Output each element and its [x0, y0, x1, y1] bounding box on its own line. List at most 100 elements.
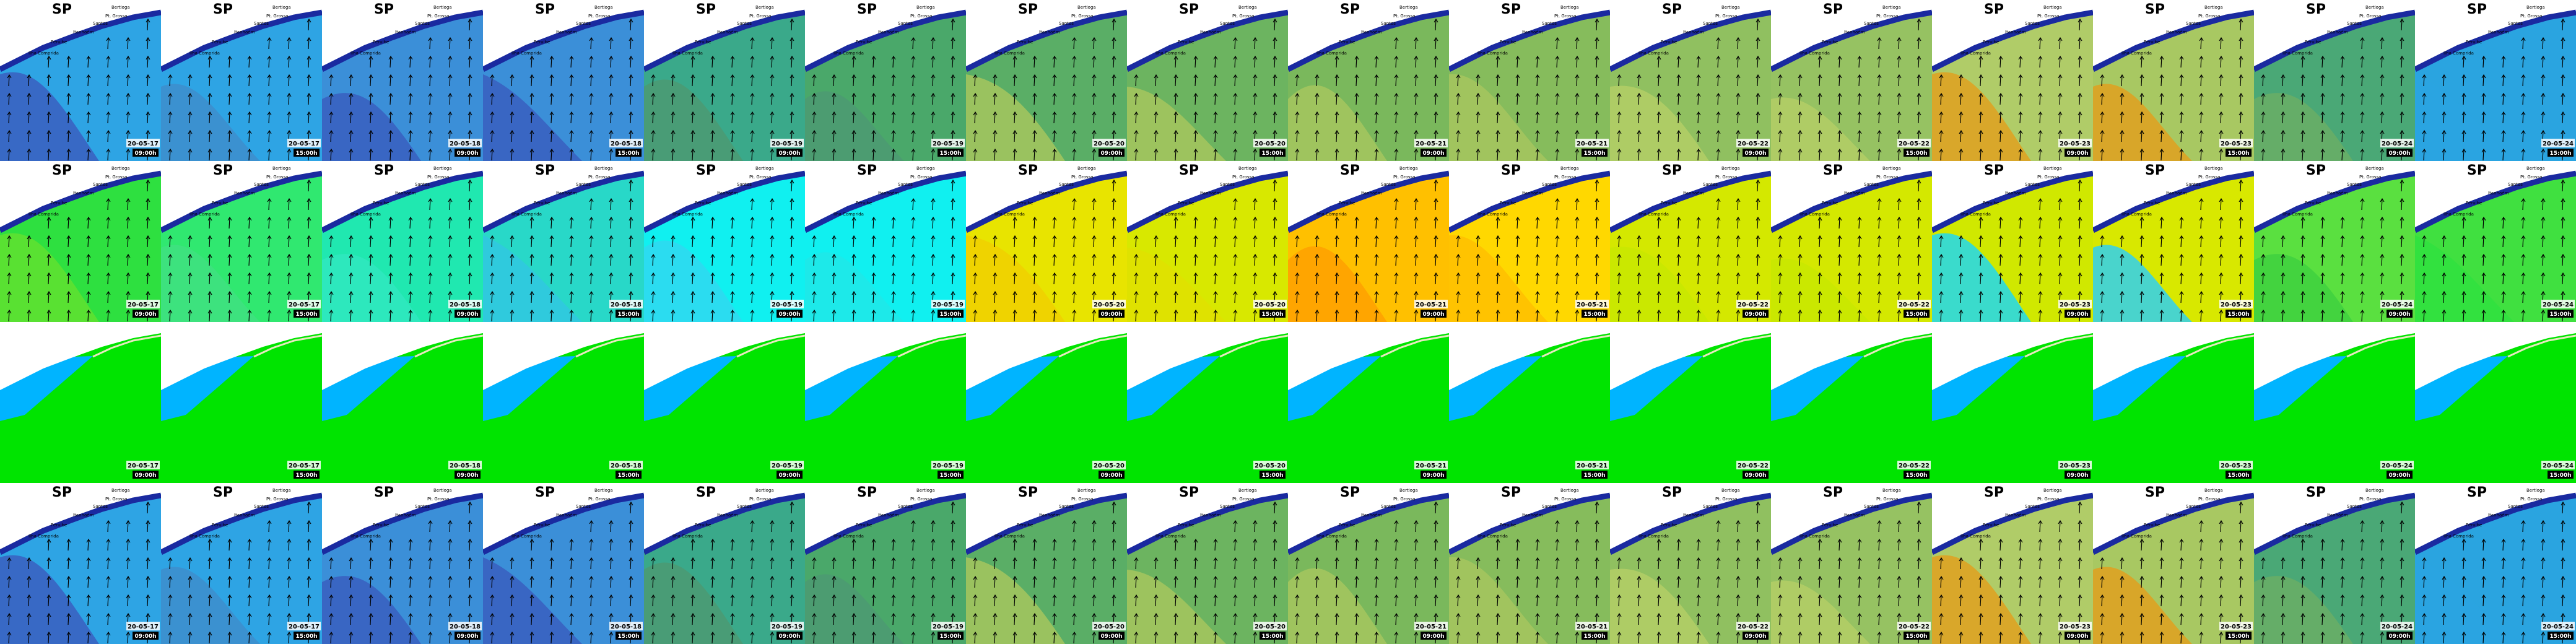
wind-arrow — [227, 111, 232, 124]
wind-arrow — [106, 631, 111, 644]
wind-arrow — [1253, 74, 1258, 87]
wind-arrow — [1837, 272, 1842, 285]
wind-arrow — [1173, 612, 1178, 625]
wind-arrow — [2442, 575, 2447, 588]
wind-arrow — [1012, 557, 1017, 570]
place-label: Itanhaém — [556, 30, 577, 35]
time-box — [616, 310, 642, 318]
wind-arrow — [1354, 309, 1359, 322]
date-box — [1736, 139, 1770, 147]
wind-arrow — [2159, 253, 2164, 266]
place-label: Pt. Grossa — [588, 14, 610, 19]
wind-arrow — [891, 235, 896, 248]
wind-arrow — [1676, 235, 1681, 248]
wind-arrow — [710, 111, 715, 124]
wind-arrow — [1213, 557, 1218, 570]
place-label: Ilha Comprida — [511, 212, 542, 217]
wind-arrow — [1978, 309, 1983, 322]
wind-arrow — [1575, 575, 1580, 588]
coastline — [1932, 9, 2093, 72]
wind-arrow — [27, 129, 32, 142]
wind-arrow — [1334, 129, 1339, 142]
wind-arrow — [168, 575, 173, 588]
coastline — [1932, 170, 2093, 233]
time-label: 15:00h — [2549, 311, 2571, 318]
wind-arrow — [2281, 557, 2286, 570]
region-label: SP — [1984, 2, 2004, 17]
place-label: Itanhaém — [234, 191, 255, 196]
place-label: Ilha Comprida — [2443, 51, 2474, 56]
wind-arrow — [770, 253, 775, 266]
wind-arrow — [168, 272, 173, 285]
wind-arrow — [2078, 18, 2082, 31]
wind-arrow — [2400, 55, 2404, 68]
wind-arrow — [609, 538, 614, 551]
wind-arrow — [690, 290, 695, 303]
wind-arrow — [2100, 74, 2105, 87]
wind-arrow — [287, 631, 292, 644]
place-label: Itanhaém — [1522, 30, 1543, 35]
wind-arrow — [812, 74, 817, 87]
wind-arrow — [267, 37, 272, 50]
wind-arrow — [690, 111, 695, 124]
coastline — [805, 492, 966, 555]
region-label: SP — [2467, 2, 2487, 17]
wind-arrow — [1998, 612, 2003, 625]
wind-arrow — [2561, 235, 2565, 248]
wind-arrow — [2541, 309, 2546, 322]
place-label: Peruíbe — [1661, 40, 1677, 45]
wind-arrow — [1233, 55, 1238, 68]
wind-arrow — [2360, 198, 2365, 211]
wind-arrow — [1656, 290, 1661, 303]
place-label: Itanhaém — [2005, 30, 2026, 35]
wind-arrow — [388, 631, 393, 644]
wind-arrow — [730, 290, 735, 303]
wind-arrow — [2219, 55, 2224, 68]
wind-arrow — [569, 253, 574, 266]
wind-arrow — [1778, 631, 1783, 644]
wind-arrow — [1676, 92, 1681, 105]
wind-arrow — [770, 594, 775, 607]
place-label: Pt. Grossa — [1554, 497, 1576, 502]
wind-arrow — [2300, 74, 2305, 87]
place-label: Bertioga — [594, 5, 613, 10]
date-label: 20-05-21 — [1577, 463, 1608, 469]
wind-arrow — [790, 18, 794, 31]
time-box — [1904, 310, 1930, 318]
place-label: Peruíbe — [2305, 523, 2321, 528]
wind-arrow — [408, 74, 413, 87]
wind-arrow — [188, 235, 193, 248]
field-patch — [0, 555, 99, 644]
wind-arrow — [2281, 235, 2286, 248]
wind-arrow — [106, 216, 111, 229]
wind-arrow — [1515, 129, 1520, 142]
land — [644, 322, 805, 390]
wind-arrow — [2360, 37, 2365, 50]
wind-arrow — [2078, 92, 2082, 105]
wind-arrow — [86, 309, 91, 322]
wind-arrow — [146, 111, 150, 124]
wind-arrow — [832, 235, 837, 248]
wind-arrow — [1696, 557, 1701, 570]
wind-arrow — [2038, 612, 2043, 625]
place-label: Santos — [1220, 21, 1235, 26]
wind-arrow — [2561, 520, 2565, 533]
wind-arrow — [2139, 253, 2144, 266]
wind-arrow — [46, 538, 51, 551]
place-label: Bertioga — [272, 5, 291, 10]
wind-arrow — [126, 92, 131, 105]
time-box — [777, 471, 803, 479]
wind-arrow — [589, 253, 594, 266]
wind-arrow — [1456, 253, 1461, 266]
tile-body — [1449, 0, 1610, 161]
land — [1610, 0, 1771, 68]
wind-arrow — [2561, 272, 2565, 285]
wind-arrow — [1575, 216, 1580, 229]
wind-arrow — [428, 575, 433, 588]
place-label: Itanhaém — [1361, 191, 1382, 196]
wind-arrow — [1414, 92, 1419, 105]
wind-arrow — [2340, 594, 2345, 607]
